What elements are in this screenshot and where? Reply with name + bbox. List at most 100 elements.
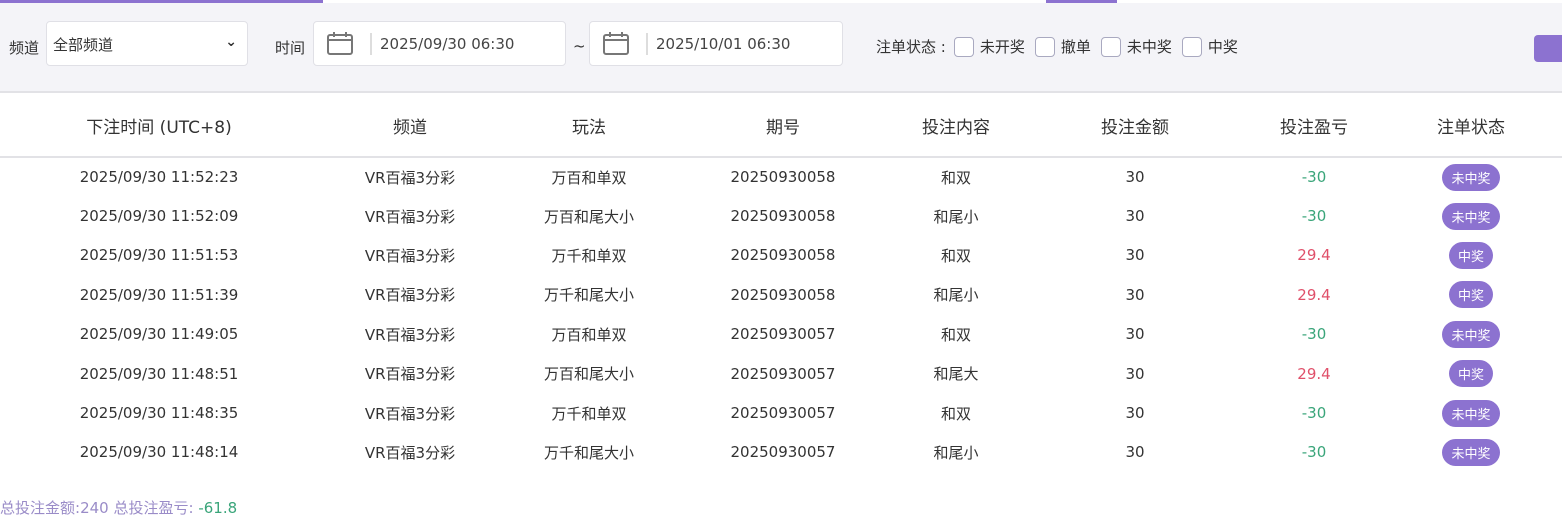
profit-loss-cell: 29.4 xyxy=(1248,275,1380,314)
date-separator: ~ xyxy=(573,37,586,55)
table-row: 2025/09/30 11:52:09 VR百福3分彩 万百和尾大小 20250930… xyxy=(0,196,1562,235)
channel-label: 频道 xyxy=(9,39,40,57)
search-button[interactable] xyxy=(1534,35,1562,62)
bet-time-cell: 2025/09/30 11:51:39 xyxy=(0,275,318,314)
bet-content: 和双 xyxy=(940,404,971,423)
play-type-cell: 万百和尾大小 xyxy=(502,196,676,235)
active-tab-indicator xyxy=(0,0,323,3)
bet-time-cell: 2025/09/30 11:48:14 xyxy=(0,433,318,472)
issue-number: 20250930058 xyxy=(730,285,836,304)
profit-loss-cell: -30 xyxy=(1248,433,1380,472)
channel-cell: VR百福3分彩 xyxy=(318,315,502,354)
bet-time: 2025/09/30 11:48:51 xyxy=(79,364,239,383)
table-row: 2025/09/30 11:48:35 VR百福3分彩 万千和单双 202509300… xyxy=(0,393,1562,432)
bet-content: 和双 xyxy=(940,168,971,187)
channel: VR百福3分彩 xyxy=(364,325,456,344)
channel-cell: VR百福3分彩 xyxy=(318,433,502,472)
channel-cell: VR百福3分彩 xyxy=(318,157,502,196)
table-header: 下注时间 (UTC+8) 频道 玩法 期号 投注内容 投注金额 投注盈亏 注单状… xyxy=(0,95,1562,158)
channel: VR百福3分彩 xyxy=(364,207,456,226)
profit-loss: 29.4 xyxy=(1297,364,1331,383)
bet-amount-cell: 30 xyxy=(1022,315,1248,354)
channel-cell: VR百福3分彩 xyxy=(318,196,502,235)
checkbox-won[interactable]: 中奖 xyxy=(1181,36,1238,57)
profit-loss-cell: -30 xyxy=(1248,196,1380,235)
profit-loss: 29.4 xyxy=(1297,285,1331,304)
calendar-icon xyxy=(603,31,629,55)
table-row: 2025/09/30 11:52:23 VR百福3分彩 万百和单双 202509300… xyxy=(0,157,1562,196)
bet-content-cell: 和尾小 xyxy=(890,196,1022,235)
status-badge-cell: 中奖 xyxy=(1380,275,1562,314)
play-type: 万百和尾大小 xyxy=(543,365,634,384)
status-badge-cell: 未中奖 xyxy=(1380,433,1562,472)
checkbox-lost[interactable]: 未中奖 xyxy=(1100,36,1172,57)
profit-loss: -30 xyxy=(1301,443,1327,462)
chevron-down-icon: ⌄ xyxy=(225,34,237,50)
status-badge: 中奖 xyxy=(1448,360,1493,388)
bet-amount: 30 xyxy=(1125,325,1145,344)
status-filter: 注单状态 : 未开奖 撤单 未中奖 中奖 xyxy=(876,36,1248,57)
play-type-cell: 万百和单双 xyxy=(502,315,676,354)
time-label: 时间 xyxy=(275,39,306,57)
channel: VR百福3分彩 xyxy=(364,443,456,462)
bet-amount: 30 xyxy=(1125,364,1145,383)
bet-content: 和双 xyxy=(940,246,971,265)
play-type: 万千和尾大小 xyxy=(543,443,634,462)
profit-loss-cell: -30 xyxy=(1248,315,1380,354)
status-badge: 中奖 xyxy=(1448,241,1493,269)
profit-loss-cell: -30 xyxy=(1248,157,1380,196)
bet-time: 2025/09/30 11:51:39 xyxy=(79,285,239,304)
bet-amount: 30 xyxy=(1125,404,1145,423)
bet-amount: 30 xyxy=(1125,443,1145,462)
bet-content: 和尾小 xyxy=(933,286,979,305)
channel-cell: VR百福3分彩 xyxy=(318,354,502,393)
total-amount: 240 xyxy=(80,499,109,517)
table-row: 2025/09/30 11:51:39 VR百福3分彩 万千和尾大小 20250930… xyxy=(0,275,1562,314)
channel-select[interactable]: 全部频道 ⌄ xyxy=(46,21,248,66)
summary: 总投注金额:240 总投注盈亏: -61.8 xyxy=(0,497,237,518)
issue-number-cell: 20250930057 xyxy=(676,354,890,393)
issue-number-cell: 20250930058 xyxy=(676,157,890,196)
play-type-cell: 万百和单双 xyxy=(502,157,676,196)
bet-time-cell: 2025/09/30 11:52:09 xyxy=(0,196,318,235)
issue-number: 20250930058 xyxy=(730,207,836,226)
bet-time: 2025/09/30 11:49:05 xyxy=(79,325,239,344)
profit-loss-cell: -30 xyxy=(1248,393,1380,432)
checkbox-cancelled[interactable]: 撤单 xyxy=(1034,36,1091,57)
profit-loss: -30 xyxy=(1301,168,1327,187)
channel: VR百福3分彩 xyxy=(364,168,456,187)
bet-time: 2025/09/30 11:52:09 xyxy=(79,207,239,226)
start-date-input[interactable]: 2025/09/30 06:30 xyxy=(313,21,566,66)
status-badge-cell: 中奖 xyxy=(1380,354,1562,393)
issue-number: 20250930057 xyxy=(730,404,836,423)
bet-amount-cell: 30 xyxy=(1022,157,1248,196)
channel: VR百福3分彩 xyxy=(364,404,456,423)
bet-amount: 30 xyxy=(1125,207,1145,226)
end-date-input[interactable]: 2025/10/01 06:30 xyxy=(589,21,843,66)
bet-time: 2025/09/30 11:52:23 xyxy=(79,168,239,187)
checkbox-pending[interactable]: 未开奖 xyxy=(953,36,1025,57)
header-play: 玩法 xyxy=(502,95,676,158)
profit-loss: -30 xyxy=(1301,325,1327,344)
status-badge: 中奖 xyxy=(1448,281,1493,309)
issue-number: 20250930057 xyxy=(730,443,836,462)
bet-time-cell: 2025/09/30 11:52:23 xyxy=(0,157,318,196)
bet-amount-cell: 30 xyxy=(1022,354,1248,393)
calendar-icon xyxy=(327,31,353,55)
status-badge-cell: 未中奖 xyxy=(1380,393,1562,432)
status-badge: 未中奖 xyxy=(1442,438,1500,466)
bet-content-cell: 和双 xyxy=(890,393,1022,432)
issue-number-cell: 20250930057 xyxy=(676,433,890,472)
bet-content: 和尾小 xyxy=(933,443,979,462)
total-pl: -61.8 xyxy=(198,499,238,517)
header-amount: 投注金额 xyxy=(1022,95,1248,158)
bet-amount: 30 xyxy=(1125,285,1145,304)
status-badge-cell: 未中奖 xyxy=(1380,196,1562,235)
bet-amount-cell: 30 xyxy=(1022,196,1248,235)
bet-content-cell: 和双 xyxy=(890,157,1022,196)
bet-content-cell: 和尾小 xyxy=(890,275,1022,314)
play-type: 万千和尾大小 xyxy=(543,286,634,305)
channel: VR百福3分彩 xyxy=(364,286,456,305)
channel-value: 全部频道 xyxy=(53,36,114,54)
play-type-cell: 万千和单双 xyxy=(502,236,676,275)
